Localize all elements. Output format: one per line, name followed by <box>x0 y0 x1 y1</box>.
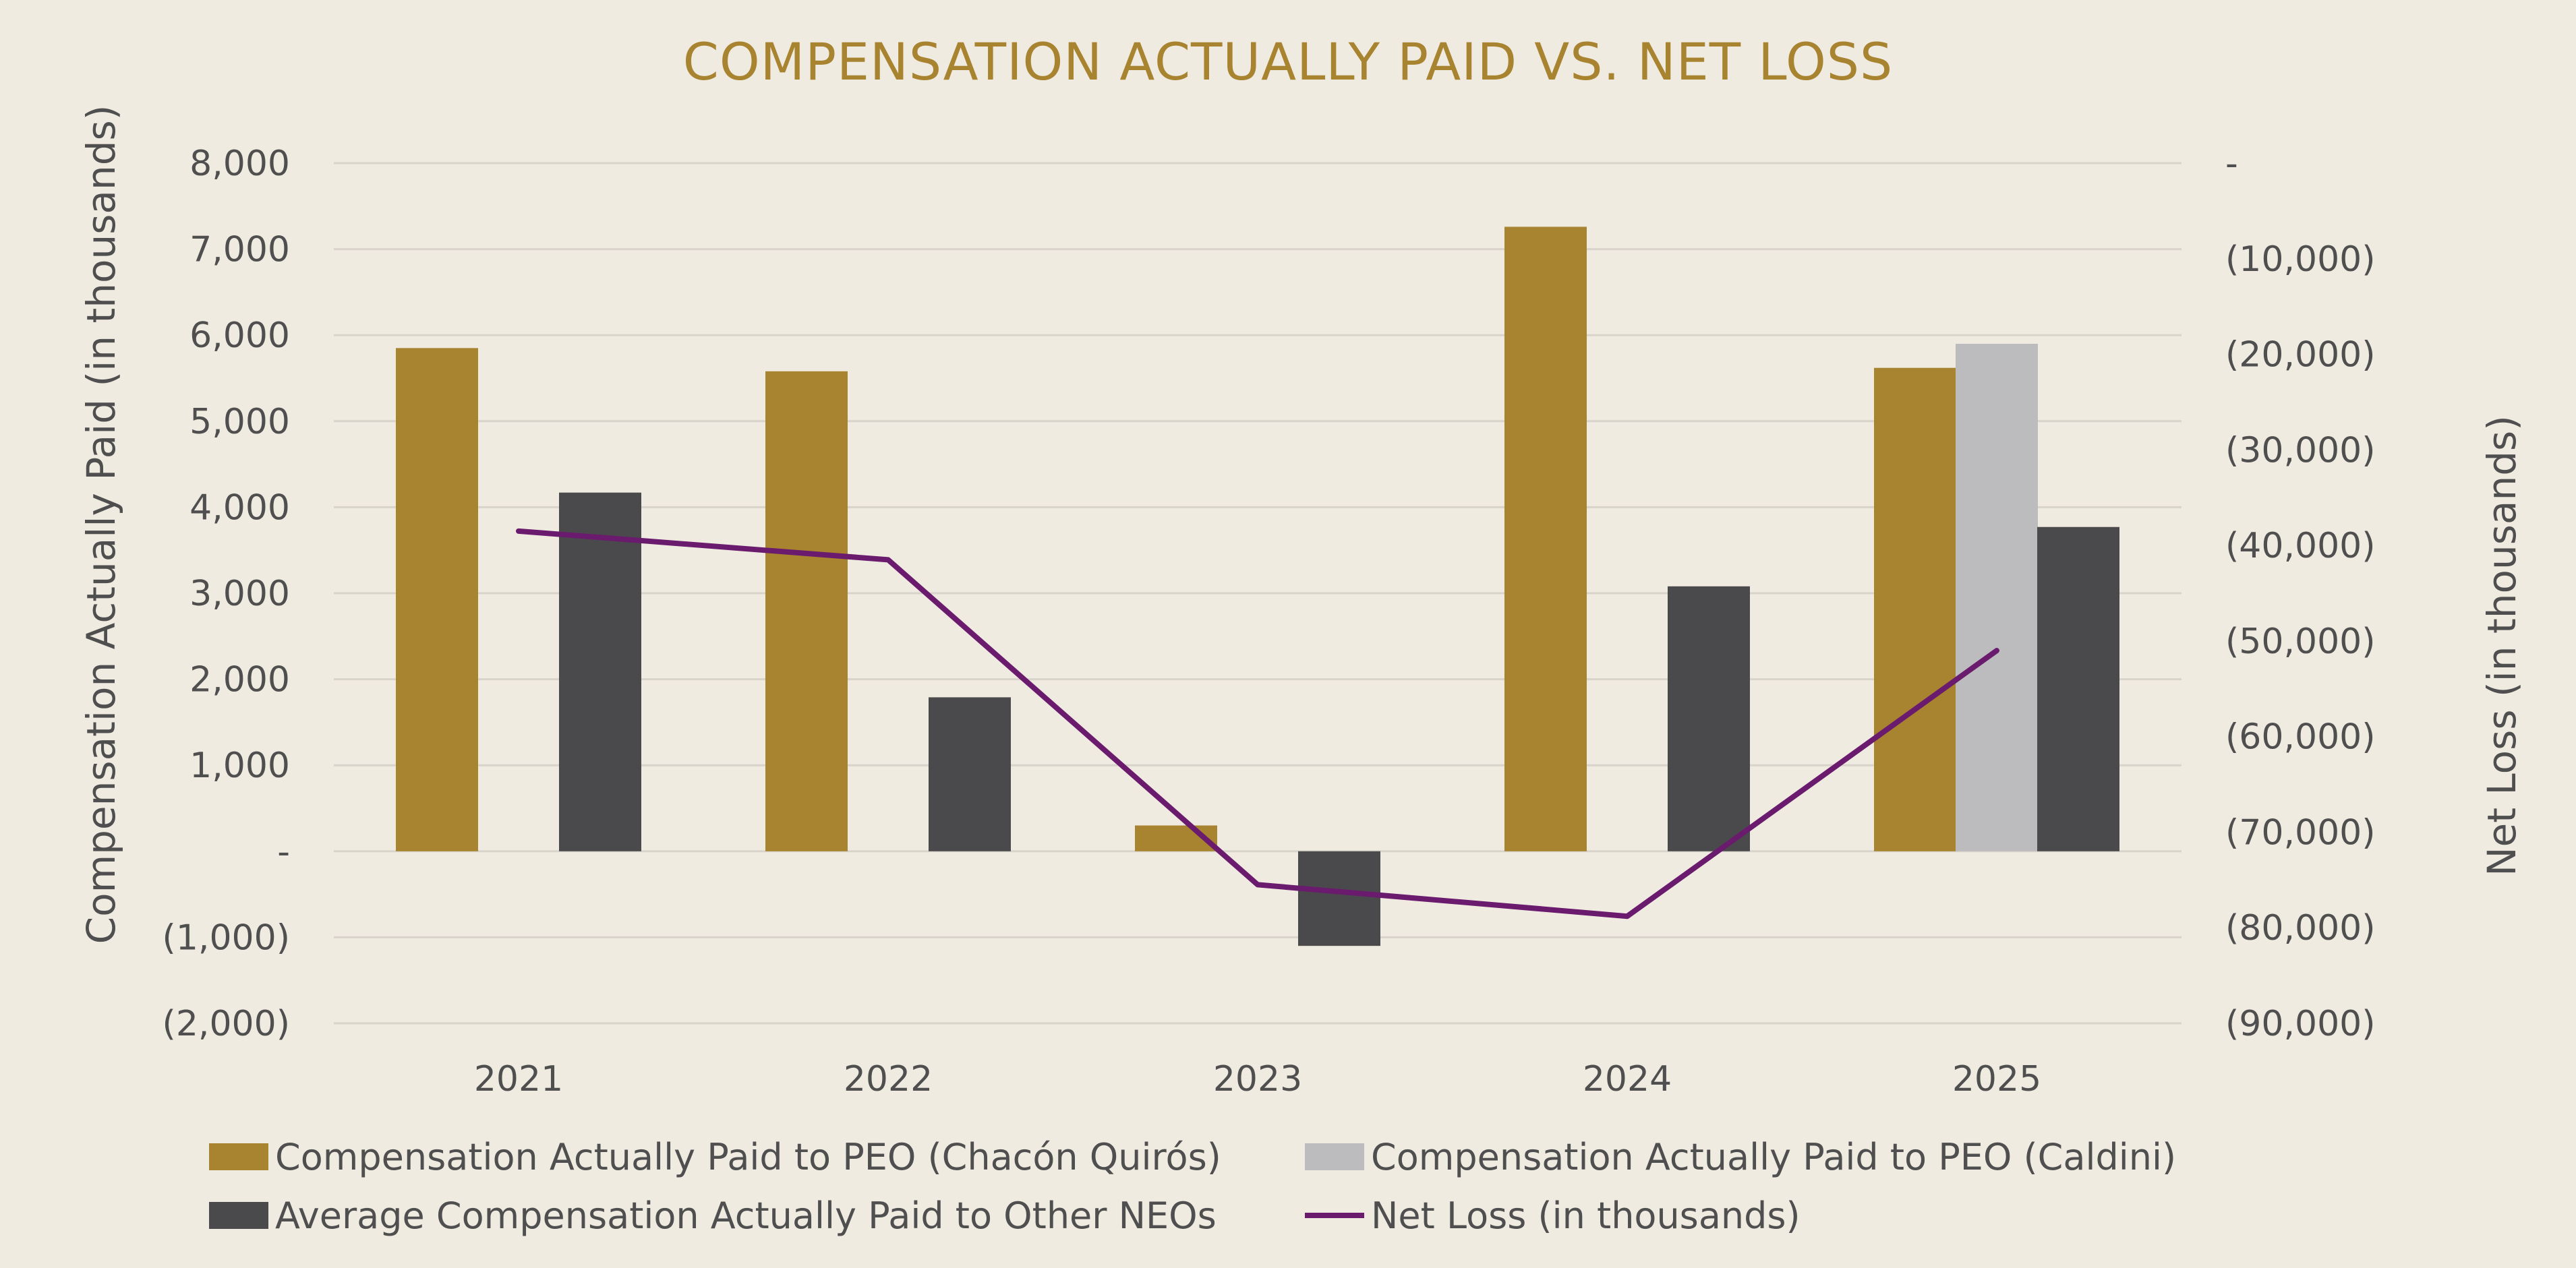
y-tick-label-right: (10,000) <box>2225 239 2376 280</box>
legend-peo-caldini-label: Compensation Actually Paid to PEO (Caldi… <box>1371 1136 2176 1178</box>
legend-peo-chacon-quiros-swatch <box>209 1143 268 1170</box>
net-loss-point-2023 <box>1257 884 1258 886</box>
y-tick-label-right: (80,000) <box>2225 908 2376 948</box>
x-tick-label: 2025 <box>1952 1059 2041 1099</box>
x-tick-label: 2023 <box>1213 1059 1302 1099</box>
legend: Compensation Actually Paid to PEO (Chacó… <box>209 1136 2176 1237</box>
x-tick-label: 2024 <box>1583 1059 1672 1099</box>
y-tick-label-left: 3,000 <box>189 574 290 614</box>
legend-other-neos-label: Average Compensation Actually Paid to Ot… <box>275 1195 1217 1237</box>
y-tick-label-left: 8,000 <box>189 144 290 184</box>
chart-title: COMPENSATION ACTUALLY PAID VS. NET LOSS <box>683 32 1894 92</box>
bar-other-neos-2023 <box>1298 851 1380 946</box>
y-tick-label-left: (1,000) <box>163 917 290 958</box>
net-loss-line <box>516 528 1999 919</box>
net-loss-point-2024 <box>1627 915 1628 917</box>
bar-peo-chacon-quiros-2022 <box>765 371 848 851</box>
y-tick-label-right: (50,000) <box>2225 622 2376 662</box>
legend-net-loss-label: Net Loss (in thousands) <box>1371 1195 1801 1237</box>
net-loss-point-2022 <box>887 559 889 561</box>
y-tick-label-left: (2,000) <box>163 1004 290 1044</box>
net-loss-line-layer <box>516 528 1999 919</box>
bar-peo-chacon-quiros-2025 <box>1874 367 1956 851</box>
y-axis-title-right: Net Loss (in thousands) <box>2479 415 2525 876</box>
bar-peo-chacon-quiros-2021 <box>396 348 478 851</box>
net-loss-point-2021 <box>518 530 519 532</box>
bar-other-neos-2022 <box>929 697 1011 851</box>
y-tick-label-right: (60,000) <box>2225 717 2376 758</box>
y-tick-label-left: 1,000 <box>189 746 290 786</box>
y-tick-label-left: 4,000 <box>189 487 290 528</box>
gridlines <box>334 162 2182 1025</box>
y-tick-label-left: 6,000 <box>189 315 290 356</box>
bar-other-neos-2024 <box>1668 586 1750 851</box>
y-tick-label-left: - <box>277 832 290 872</box>
y-tick-label-left: 5,000 <box>189 402 290 442</box>
legend-peo-caldini-swatch <box>1305 1143 1364 1170</box>
bar-other-neos-2021 <box>559 492 641 851</box>
y-tick-label-right: (20,000) <box>2225 335 2376 375</box>
y-tick-label-right: (90,000) <box>2225 1004 2376 1044</box>
y-tick-label-right: (40,000) <box>2225 526 2376 566</box>
x-tick-label: 2021 <box>474 1059 563 1099</box>
bars <box>396 227 2119 946</box>
y-tick-label-left: 2,000 <box>189 660 290 700</box>
bar-peo-chacon-quiros-2024 <box>1504 227 1587 851</box>
bar-other-neos-2025 <box>2037 526 2119 851</box>
legend-other-neos-swatch <box>209 1202 268 1229</box>
y-tick-label-right: (30,000) <box>2225 430 2376 471</box>
y-tick-label-right: - <box>2225 144 2238 184</box>
y-tick-label-right: (70,000) <box>2225 812 2376 853</box>
y-axis-title-left: Compensation Actually Paid (in thousands… <box>78 105 124 944</box>
bar-peo-caldini-2025 <box>1956 343 2038 851</box>
net-loss-point-2025 <box>1996 650 1997 652</box>
y-tick-label-left: 7,000 <box>189 230 290 270</box>
axes: 8,000 7,000 6,000 5,000 4,000 3,000 2,000 1,000… <box>163 144 2376 1099</box>
legend-peo-chacon-quiros-label: Compensation Actually Paid to PEO (Chacó… <box>275 1136 1221 1178</box>
x-tick-label: 2022 <box>844 1059 933 1099</box>
